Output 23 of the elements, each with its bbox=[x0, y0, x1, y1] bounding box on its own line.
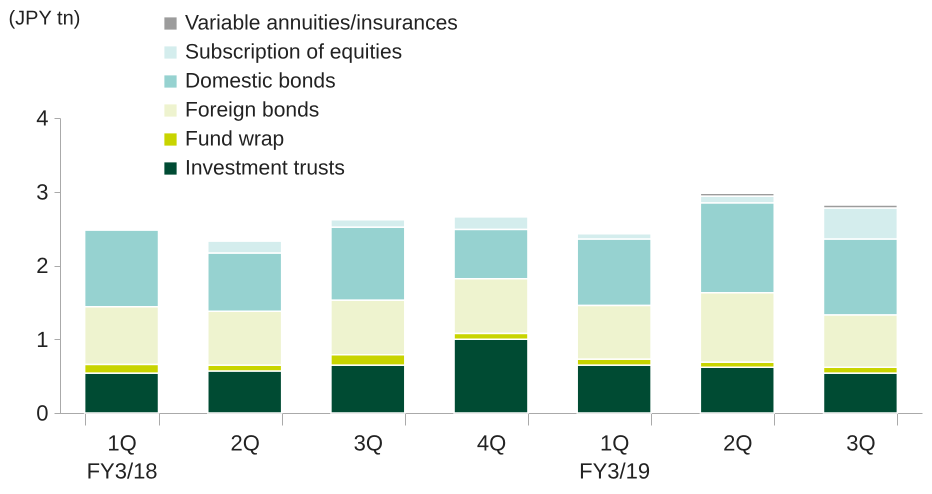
legend-label: Fund wrap bbox=[185, 128, 284, 150]
x-tick-label: 2Q bbox=[230, 430, 260, 456]
y-axis-title: (JPY tn) bbox=[8, 8, 80, 30]
bar bbox=[700, 366, 775, 414]
y-tick-label: 3 bbox=[36, 179, 48, 204]
y-tick-label: 2 bbox=[36, 253, 48, 278]
x-tick-label: 1Q FY3/18 bbox=[86, 430, 158, 484]
legend-label: Subscription of equities bbox=[185, 40, 402, 64]
x-tick-label: 1Q FY3/19 bbox=[579, 430, 650, 484]
y-tick-label: 4 bbox=[36, 106, 48, 130]
bar bbox=[822, 372, 898, 414]
y-tick-label: 0 bbox=[36, 400, 48, 426]
legend-label: Foreign bonds bbox=[185, 98, 320, 122]
legend-label: Variable annuities/insurances bbox=[185, 12, 458, 34]
x-tick-label: 2Q bbox=[723, 430, 752, 456]
x-tick-label: 3Q bbox=[354, 430, 384, 456]
bar bbox=[576, 364, 652, 414]
x-tick-label: 4Q bbox=[476, 430, 506, 456]
y-tick-label: 1 bbox=[36, 326, 48, 352]
bar bbox=[207, 370, 282, 414]
legend-label: Domestic bonds bbox=[185, 70, 336, 92]
x-tick-label: 3Q bbox=[846, 430, 876, 456]
legend-label: Investment trusts bbox=[185, 156, 345, 180]
